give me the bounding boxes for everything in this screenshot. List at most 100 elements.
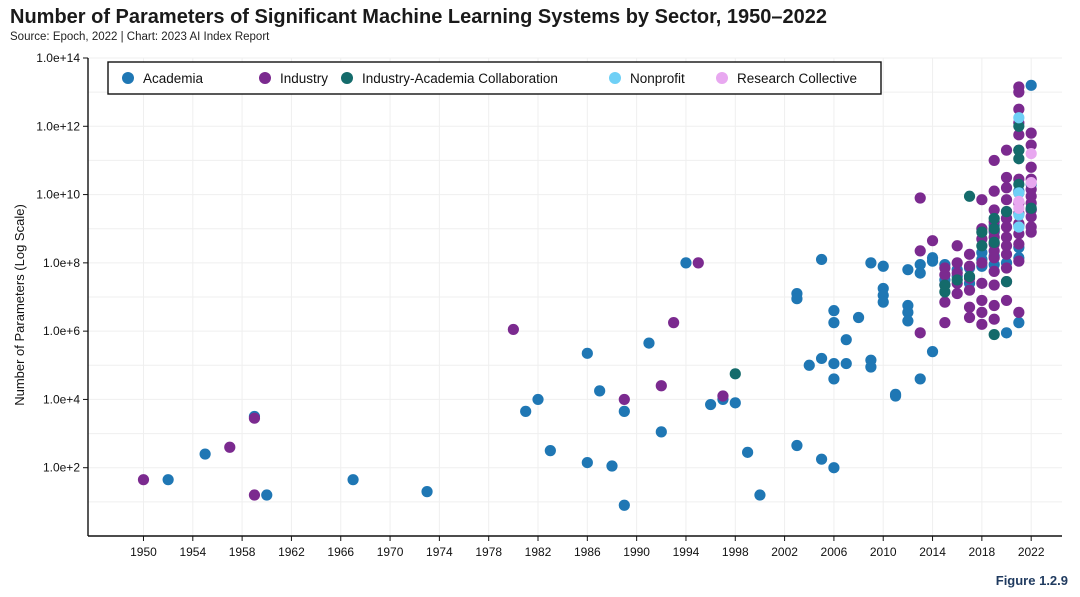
data-point <box>926 235 939 247</box>
data-point <box>1000 327 1013 339</box>
data-point <box>1013 221 1025 233</box>
data-point <box>606 460 618 472</box>
grid-lines <box>88 57 1062 536</box>
data-point <box>1025 139 1037 151</box>
data-point <box>976 318 988 330</box>
y-tick-label: 1.0e+2 <box>43 461 80 475</box>
data-point <box>988 279 1000 291</box>
data-point <box>976 194 988 206</box>
data-point <box>963 190 976 202</box>
legend-marker <box>609 72 621 84</box>
data-point <box>976 257 988 269</box>
data-point <box>914 192 926 204</box>
data-point <box>988 313 1000 325</box>
data-point <box>877 296 889 308</box>
legend-marker <box>122 72 134 84</box>
figure-label: Figure 1.2.9 <box>995 573 1068 588</box>
y-tick-label: 1.0e+10 <box>36 188 80 202</box>
data-point <box>507 323 519 336</box>
data-point <box>1000 294 1013 307</box>
data-point <box>1025 148 1037 160</box>
legend-marker <box>259 72 271 84</box>
data-point <box>988 252 1000 264</box>
data-point <box>581 456 593 469</box>
data-point <box>902 306 914 318</box>
data-point <box>988 154 1000 167</box>
data-point <box>889 390 902 402</box>
data-point <box>1025 161 1037 173</box>
data-point <box>162 474 174 486</box>
data-point <box>655 426 667 438</box>
data-point <box>1013 317 1025 329</box>
x-tick-label: 1950 <box>130 545 157 559</box>
y-tick-label: 1.0e+4 <box>43 392 80 406</box>
x-tick-label: 2002 <box>771 545 798 559</box>
data-point <box>1013 120 1025 132</box>
data-point <box>1025 177 1037 189</box>
data-point <box>643 337 655 349</box>
data-point <box>815 453 828 465</box>
legend-label: Nonprofit <box>630 71 685 86</box>
data-point <box>1013 202 1025 214</box>
data-point <box>902 264 914 276</box>
data-point <box>581 347 593 359</box>
data-point <box>618 499 630 511</box>
data-point <box>976 294 988 307</box>
x-tick-label: 2022 <box>1018 545 1045 559</box>
data-point <box>705 398 717 411</box>
data-point <box>1013 187 1025 199</box>
y-tick-label: 1.0e+6 <box>43 324 80 338</box>
data-point <box>865 257 877 269</box>
data-point <box>951 257 963 269</box>
data-point <box>1013 153 1025 165</box>
data-point <box>137 474 150 486</box>
data-point <box>1013 238 1025 250</box>
data-point <box>1013 129 1025 141</box>
data-point <box>976 240 988 252</box>
x-tick-label: 1982 <box>525 545 552 559</box>
x-tick-label: 1962 <box>278 545 305 559</box>
legend-label: Industry-Academia Collaboration <box>362 71 558 86</box>
legend-label: Research Collective <box>737 71 857 86</box>
data-point <box>988 299 1000 312</box>
data-point <box>618 393 630 406</box>
data-point <box>988 185 1000 197</box>
data-point <box>791 293 803 305</box>
x-tick-label: 2014 <box>919 545 946 559</box>
legend-label: Academia <box>143 71 204 86</box>
legend: Academia Industry Industry-Academia Collab… <box>107 61 882 95</box>
data-point <box>532 393 544 406</box>
data-point <box>852 311 865 324</box>
data-point <box>544 445 556 457</box>
data-point <box>520 405 532 417</box>
data-point <box>791 439 803 452</box>
data-point <box>988 204 1000 216</box>
data-point <box>1013 306 1025 318</box>
data-point <box>347 474 359 486</box>
chart-title: Number of Parameters of Significant Mach… <box>10 6 827 28</box>
data-point <box>1025 226 1037 238</box>
data-point <box>976 226 988 238</box>
data-point <box>248 412 261 424</box>
x-tick-label: 2018 <box>969 545 996 559</box>
data-point <box>655 380 667 392</box>
data-point <box>742 446 754 458</box>
data-point <box>914 258 926 271</box>
data-point <box>963 311 976 324</box>
data-point <box>199 448 211 460</box>
data-point <box>1000 182 1013 194</box>
y-axis-ticks: 1.0e+2 1.0e+4 1.0e+6 1.0e+8 1.0e+10 1.0e+12 1.… <box>36 51 88 475</box>
data-point <box>828 462 840 474</box>
data-point <box>902 315 914 327</box>
data-point <box>224 441 236 453</box>
data-point <box>1000 262 1013 274</box>
data-point <box>618 405 630 417</box>
series-research-collective <box>1013 148 1037 214</box>
data-point <box>1025 79 1037 91</box>
data-point <box>963 270 976 283</box>
data-point <box>815 352 828 365</box>
data-point <box>976 306 988 318</box>
data-point <box>840 334 852 346</box>
legend-marker <box>341 72 353 84</box>
axes <box>87 58 1062 537</box>
